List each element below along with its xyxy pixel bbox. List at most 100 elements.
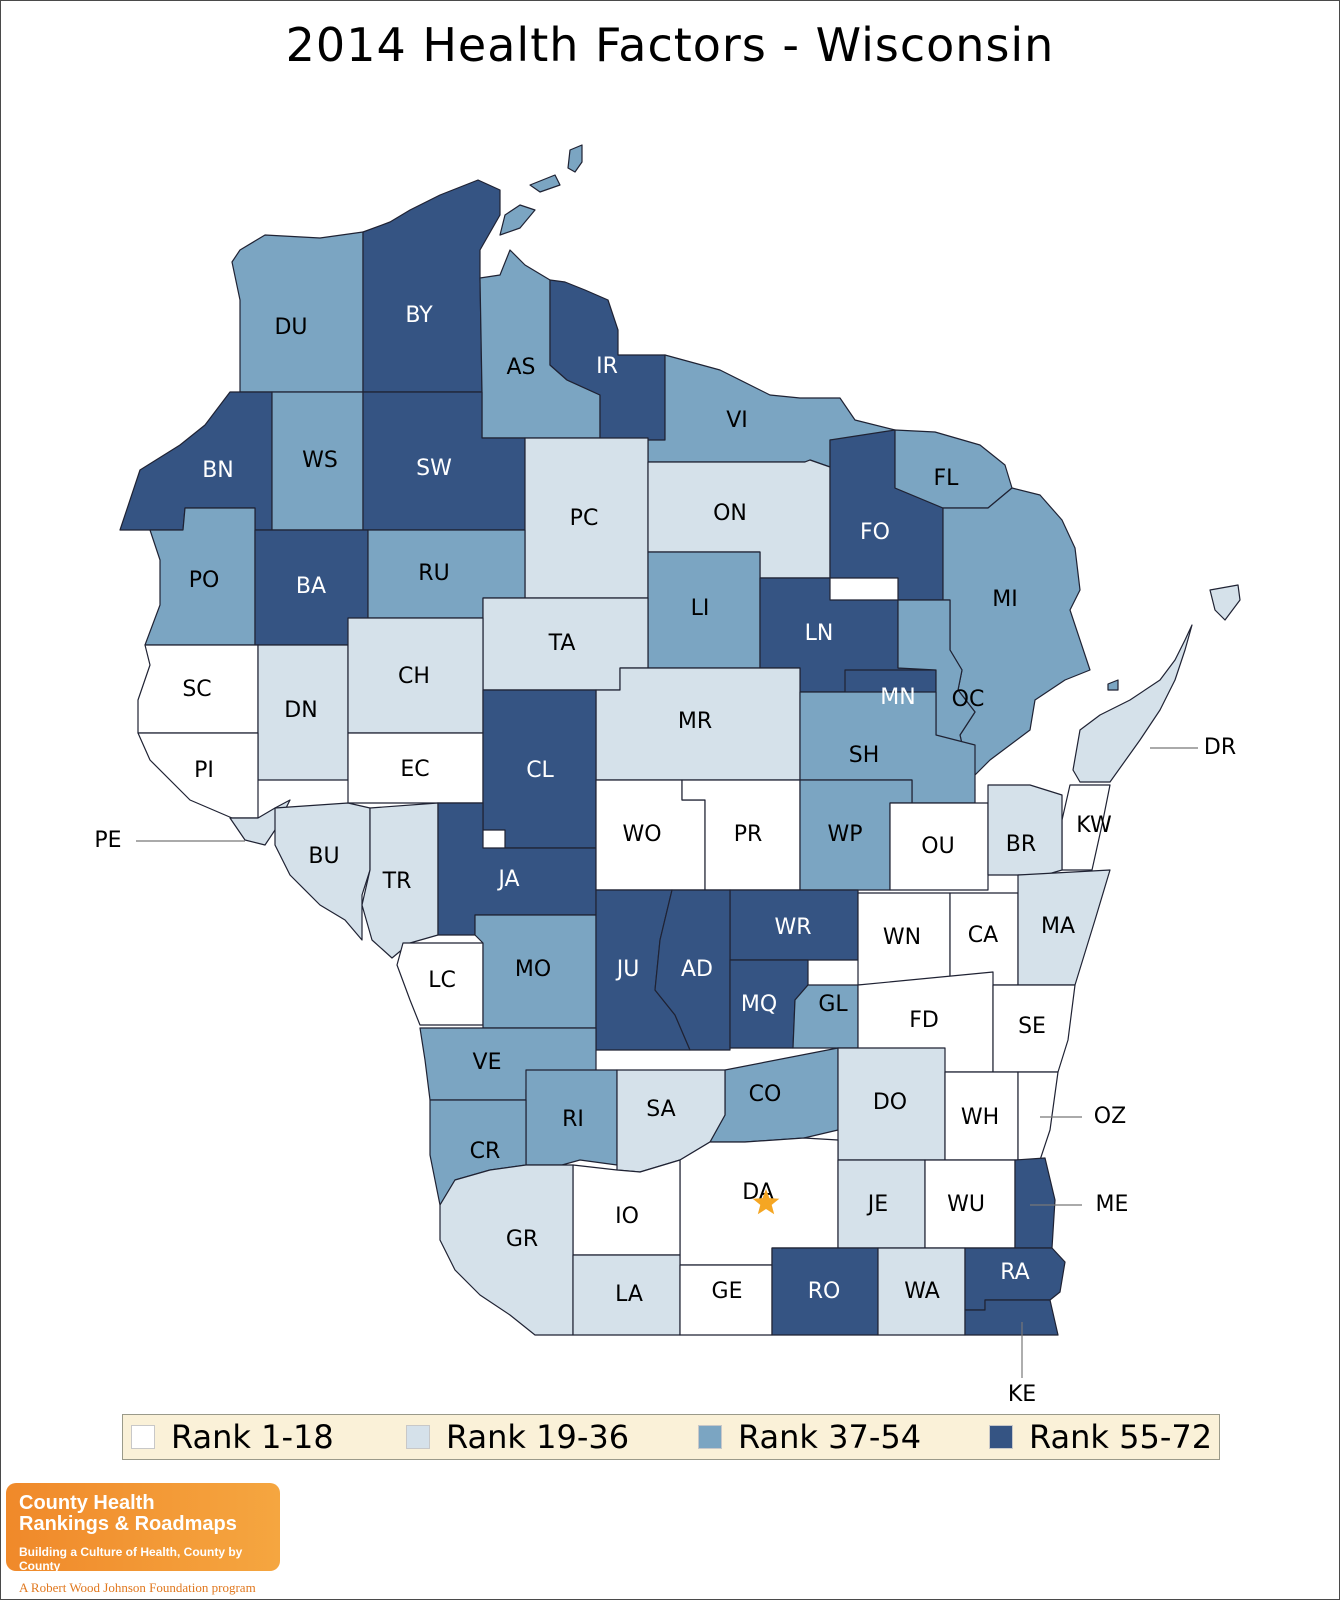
legend-swatch	[406, 1425, 430, 1449]
county-health-rankings-logo[interactable]: County Health Rankings & Roadmaps Buildi…	[6, 1483, 280, 1573]
county-label-do: DO	[873, 1090, 907, 1115]
county-br[interactable]	[987, 784, 1063, 876]
county-label-ro: RO	[808, 1279, 841, 1304]
county-label-wu: WU	[947, 1192, 985, 1217]
county-label-mo: MO	[515, 957, 551, 982]
county-label-as: AS	[506, 355, 535, 380]
legend-item-rank-19-36: Rank 19-36	[406, 1415, 629, 1459]
county-label-pi: PI	[194, 758, 214, 783]
county-ou[interactable]	[889, 802, 989, 891]
county-label-la: LA	[615, 1282, 643, 1307]
county-label-mn: MN	[880, 685, 915, 710]
county-label-fl: FL	[934, 466, 960, 491]
county-label-on: ON	[713, 501, 747, 526]
county-label-ca: CA	[968, 923, 998, 948]
sponsor-text: A Robert Wood Johnson Foundation program	[19, 1580, 256, 1595]
county-label-wn: WN	[883, 925, 921, 950]
county-ke[interactable]	[964, 1299, 1059, 1336]
county-label-se: SE	[1018, 1014, 1046, 1039]
county-label-ch: CH	[398, 664, 430, 689]
county-oz[interactable]	[1017, 1071, 1059, 1161]
county-label-ma: MA	[1041, 914, 1075, 939]
county-label-oc: OC	[952, 687, 985, 712]
county-label-ou: OU	[921, 834, 954, 859]
legend: Rank 1-18 Rank 19-36 Rank 37-54 Rank 55-…	[122, 1414, 1220, 1460]
county-label-me: ME	[1096, 1192, 1129, 1217]
county-label-ri: RI	[562, 1107, 584, 1132]
county-label-ru: RU	[418, 561, 449, 586]
legend-item-rank-37-54: Rank 37-54	[698, 1415, 921, 1459]
county-label-je: JE	[866, 1192, 888, 1217]
county-label-ke: KE	[1008, 1382, 1036, 1407]
county-gr[interactable]	[439, 1164, 574, 1336]
island-shape	[1107, 679, 1119, 691]
county-label-oz: OZ	[1094, 1104, 1126, 1129]
county-label-io: IO	[615, 1204, 639, 1229]
logo-line2: Rankings & Roadmaps	[19, 1513, 237, 1535]
logo-tagline: Building a Culture of Health, County by …	[19, 1545, 243, 1573]
county-label-bn: BN	[202, 458, 234, 483]
island-shape	[1209, 584, 1241, 621]
county-label-ra: RA	[1000, 1260, 1029, 1285]
legend-label: Rank 37-54	[738, 1418, 922, 1456]
county-label-ta: TA	[548, 631, 576, 656]
county-bu[interactable]	[274, 802, 371, 941]
county-label-ad: AD	[681, 957, 713, 982]
island-shape	[499, 204, 536, 236]
county-ma[interactable]	[1017, 869, 1111, 986]
county-label-wo: WO	[622, 822, 661, 847]
county-label-dn: DN	[284, 698, 317, 723]
legend-swatch	[989, 1425, 1013, 1449]
county-label-wr: WR	[774, 915, 811, 940]
capital-star-icon	[752, 1189, 780, 1215]
county-label-by: BY	[405, 303, 433, 328]
county-label-gl: GL	[818, 992, 848, 1017]
county-label-mr: MR	[678, 709, 712, 734]
map-title: 2014 Health Factors - Wisconsin	[285, 18, 1055, 72]
county-dr[interactable]	[1072, 624, 1193, 783]
legend-item-rank-1-18: Rank 1-18	[131, 1415, 334, 1459]
county-me[interactable]	[1014, 1157, 1056, 1249]
county-label-gr: GR	[506, 1227, 538, 1252]
county-gl[interactable]	[792, 984, 859, 1049]
county-label-mq: MQ	[741, 992, 777, 1017]
county-label-fo: FO	[860, 520, 890, 545]
logo-line1: County Health	[19, 1492, 155, 1514]
county-label-ve: VE	[473, 1050, 502, 1075]
county-label-wa: WA	[904, 1279, 940, 1304]
county-du[interactable]	[231, 231, 364, 393]
county-ad[interactable]	[654, 889, 731, 1051]
county-label-ir: IR	[596, 354, 618, 379]
island-shape	[529, 174, 561, 193]
legend-label: Rank 19-36	[446, 1418, 630, 1456]
county-label-mi: MI	[992, 587, 1017, 612]
county-label-cl: CL	[526, 758, 554, 783]
county-mi[interactable]	[942, 487, 1091, 781]
county-label-ec: EC	[400, 757, 429, 782]
legend-swatch	[131, 1425, 155, 1449]
legend-swatch	[698, 1425, 722, 1449]
county-label-ws: WS	[302, 448, 338, 473]
county-label-sh: SH	[849, 743, 880, 768]
county-label-pc: PC	[570, 506, 599, 531]
county-label-dr: DR	[1204, 735, 1236, 760]
county-label-ge: GE	[712, 1279, 743, 1304]
county-label-wh: WH	[961, 1105, 999, 1130]
county-label-li: LI	[691, 596, 710, 621]
legend-item-rank-55-72: Rank 55-72	[989, 1415, 1212, 1459]
island-shape	[567, 144, 583, 173]
county-by[interactable]	[362, 179, 501, 393]
legend-label: Rank 55-72	[1029, 1418, 1213, 1456]
county-label-sw: SW	[416, 456, 452, 481]
county-label-sa: SA	[646, 1097, 675, 1122]
county-label-ja: JA	[496, 867, 519, 892]
county-label-fd: FD	[909, 1008, 939, 1033]
county-label-po: PO	[189, 568, 220, 593]
county-label-ba: BA	[296, 574, 326, 599]
county-label-ln: LN	[805, 621, 834, 646]
county-label-lc: LC	[428, 968, 456, 993]
county-label-br: BR	[1006, 832, 1036, 857]
county-se[interactable]	[992, 984, 1076, 1073]
county-label-cr: CR	[470, 1139, 501, 1164]
